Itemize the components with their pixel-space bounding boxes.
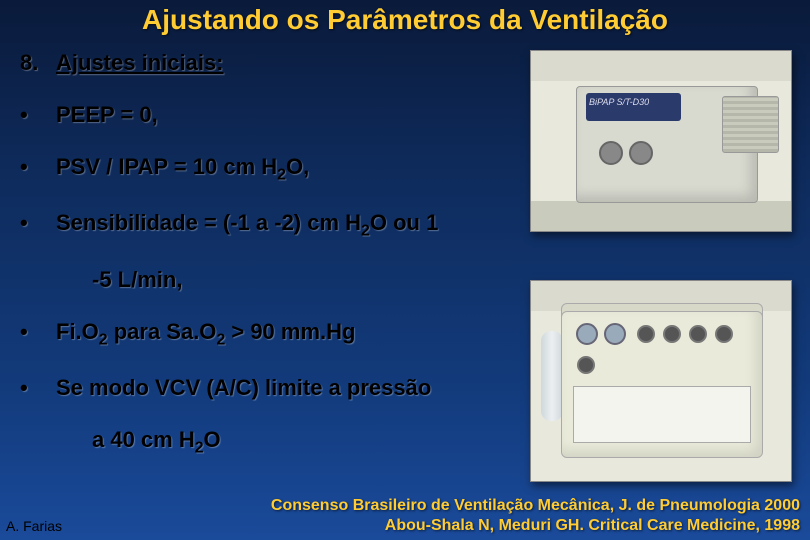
bullet-marker: • xyxy=(20,319,56,345)
bullet-marker: • xyxy=(20,154,56,180)
bullet-row: a 40 cm H2O xyxy=(20,427,500,457)
device-photo-bottom xyxy=(530,280,792,482)
bullet-text: Se modo VCV (A/C) limite a pressão xyxy=(56,375,431,401)
footer-citations: Consenso Brasileiro de Ventilação Mecâni… xyxy=(0,496,800,536)
bullet-text: a 40 cm H2O xyxy=(56,427,221,457)
bullet-row: -5 L/min, xyxy=(20,267,500,293)
bullet-row: •Sensibilidade = (-1 a -2) cm H2O ou 1 xyxy=(20,210,500,240)
section-heading: Ajustes iniciais: xyxy=(56,50,224,76)
bullet-marker: • xyxy=(20,210,56,236)
bullet-row: •PEEP = 0, xyxy=(20,102,500,128)
bullet-row: •PSV / IPAP = 10 cm H2O, xyxy=(20,154,500,184)
bullet-marker: • xyxy=(20,375,56,401)
bullet-text: PSV / IPAP = 10 cm H2O, xyxy=(56,154,309,184)
footer-line-2: Abou-Shala N, Meduri GH. Critical Care M… xyxy=(0,516,800,536)
bullet-marker: • xyxy=(20,102,56,128)
section-heading-row: 8. Ajustes iniciais: xyxy=(20,50,500,76)
bullet-text: Fi.O2 para Sa.O2 > 90 mm.Hg xyxy=(56,319,355,349)
content-area: 8. Ajustes iniciais: •PEEP = 0,•PSV / IP… xyxy=(20,50,500,484)
section-number: 8. xyxy=(20,50,56,76)
bullet-text: -5 L/min, xyxy=(56,267,182,293)
device-photo-top: BiPAP S/T-D30 xyxy=(530,50,792,232)
slide-title: Ajustando os Parâmetros da Ventilação xyxy=(0,4,810,36)
bullet-row: •Se modo VCV (A/C) limite a pressão xyxy=(20,375,500,401)
author-credit: A. Farias xyxy=(6,518,62,534)
device-top-label: BiPAP S/T-D30 xyxy=(589,97,649,107)
bullet-text: PEEP = 0, xyxy=(56,102,158,128)
footer-line-1: Consenso Brasileiro de Ventilação Mecâni… xyxy=(0,496,800,516)
bullet-row: •Fi.O2 para Sa.O2 > 90 mm.Hg xyxy=(20,319,500,349)
bullet-list: •PEEP = 0,•PSV / IPAP = 10 cm H2O,•Sensi… xyxy=(20,102,500,458)
bullet-text: Sensibilidade = (-1 a -2) cm H2O ou 1 xyxy=(56,210,438,240)
slide: Ajustando os Parâmetros da Ventilação 8.… xyxy=(0,0,810,540)
